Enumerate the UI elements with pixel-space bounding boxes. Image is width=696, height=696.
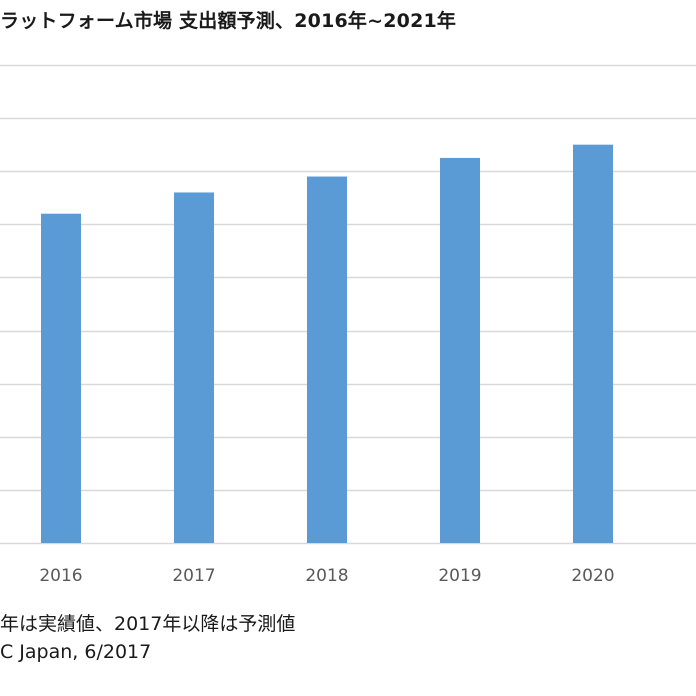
bar-2019 — [440, 157, 480, 543]
x-tick-label-2017: 2017 — [172, 566, 215, 586]
bar-2017 — [174, 192, 214, 543]
footnote-note: 年は実績値、2017年以降は予測値 — [0, 613, 296, 635]
x-tick-label-2019: 2019 — [438, 566, 481, 586]
bar-chart: 2016 2017 2018 2019 2020 — [0, 64, 696, 586]
chart-title: ラットフォーム市場 支出額予測、2016年~2021年 — [0, 10, 457, 32]
x-axis-labels: 2016 2017 2018 2019 2020 — [39, 566, 614, 586]
x-tick-label-2016: 2016 — [39, 566, 82, 586]
footnote-source: C Japan, 6/2017 — [0, 641, 152, 663]
x-tick-label-2018: 2018 — [305, 566, 348, 586]
bar-2018 — [307, 176, 347, 544]
x-tick-label-2020: 2020 — [571, 566, 614, 586]
bar-2020 — [573, 144, 613, 543]
bar-2016 — [41, 213, 81, 543]
bars — [41, 144, 613, 544]
